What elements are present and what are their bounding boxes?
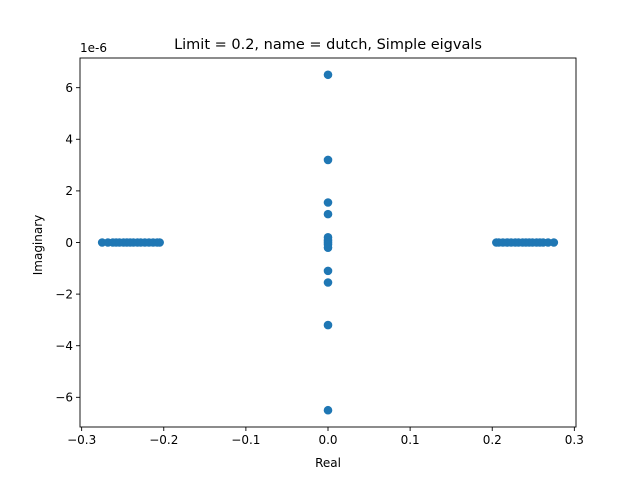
y-tick-label: 0 [65, 236, 73, 250]
data-point [323, 70, 333, 80]
x-tick-label: 0.2 [483, 433, 502, 447]
data-point [323, 278, 333, 287]
chart-title: Limit = 0.2, name = dutch, Simple eigval… [174, 37, 482, 53]
x-tick-label: −0.2 [149, 433, 178, 447]
data-point [549, 238, 559, 247]
x-tick-label: 0.3 [565, 433, 584, 447]
y-tick-label: 6 [65, 81, 73, 95]
x-tick-label: 0.0 [318, 433, 337, 447]
x-tick-label: 0.1 [401, 433, 420, 447]
y-axis-ticks: −6 −4 −2 0 2 4 6 [55, 81, 80, 405]
y-tick-label: 2 [65, 184, 73, 198]
data-point [323, 198, 333, 207]
data-point [323, 405, 333, 415]
x-axis-label: Real [315, 456, 341, 470]
data-point [155, 238, 164, 247]
y-axis-offset-label: 1e-6 [80, 41, 107, 55]
data-point [323, 266, 333, 276]
data-point [323, 209, 333, 219]
data-point [323, 155, 333, 165]
y-axis-label: Imaginary [31, 215, 45, 276]
x-tick-label: −0.3 [67, 433, 96, 447]
y-tick-label: 4 [65, 133, 73, 147]
data-point [323, 243, 333, 252]
x-tick-label: −0.1 [231, 433, 260, 447]
y-tick-label: −4 [55, 339, 73, 353]
y-tick-label: −2 [55, 287, 73, 301]
y-tick-label: −6 [55, 391, 73, 405]
data-point [323, 320, 333, 330]
x-axis-ticks: −0.3 −0.2 −0.1 0.0 0.1 0.2 0.3 [67, 427, 584, 447]
